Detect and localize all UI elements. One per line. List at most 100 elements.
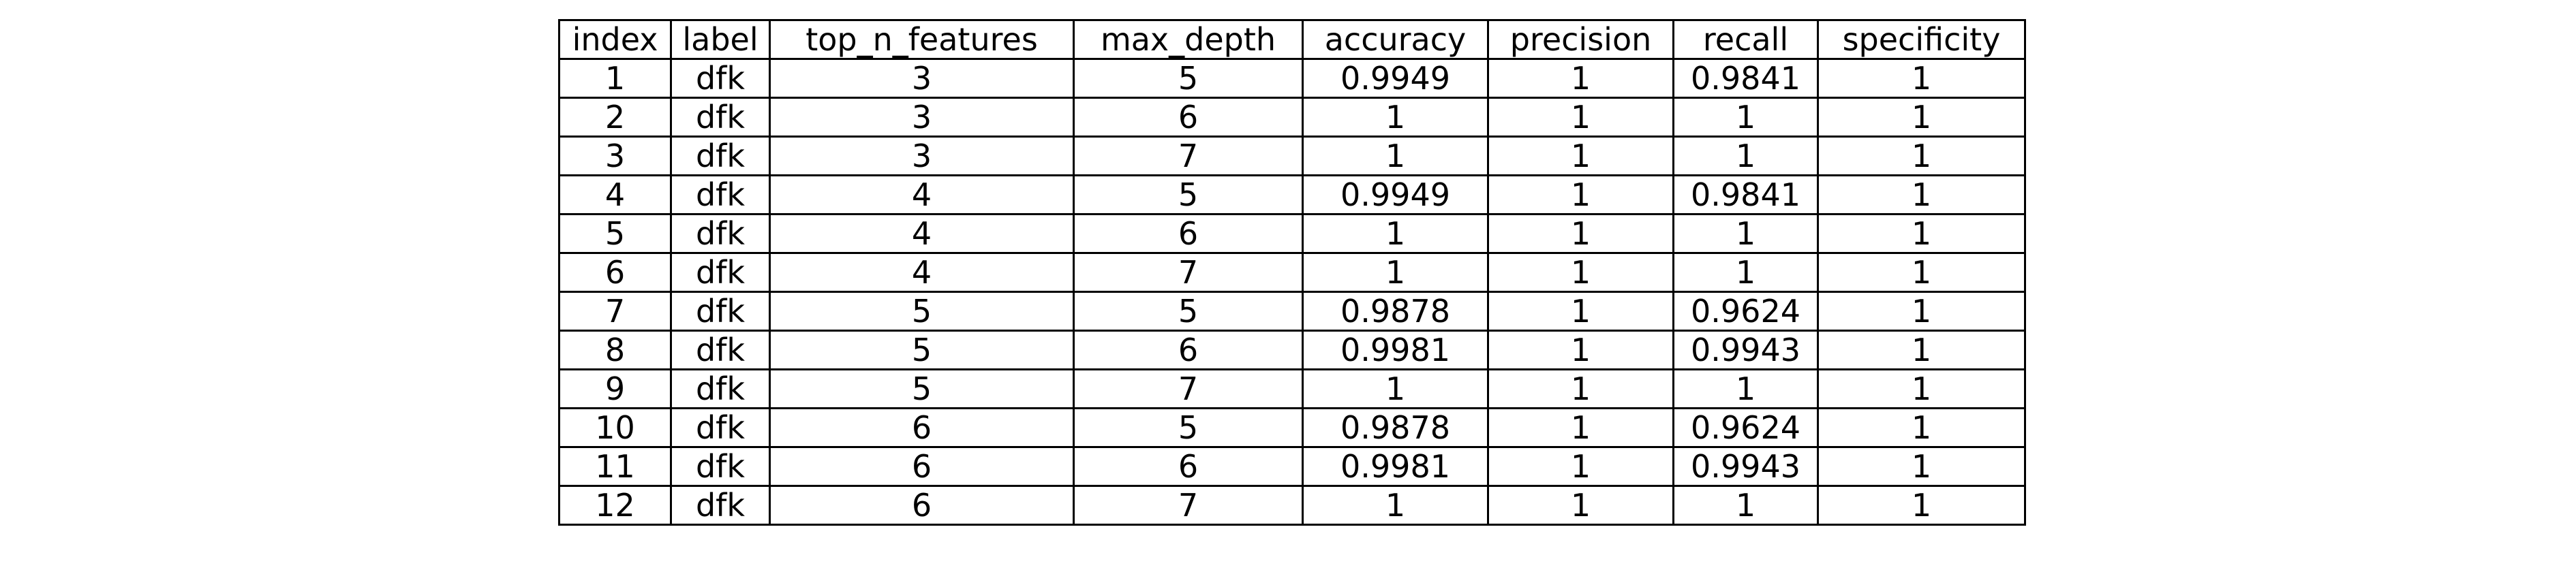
table-cell-top-n-features: 3 bbox=[769, 97, 1075, 138]
table-cell-recall: 0.9841 bbox=[1672, 58, 1819, 99]
table-cell-label: dfk bbox=[670, 213, 771, 254]
table-cell-label: dfk bbox=[670, 291, 771, 332]
table-cell-specificity: 1 bbox=[1817, 485, 2026, 526]
table-cell-label: dfk bbox=[670, 330, 771, 370]
table-cell-index: 7 bbox=[558, 291, 672, 332]
table-cell-label: dfk bbox=[670, 368, 771, 409]
table-cell-top-n-features: 3 bbox=[769, 136, 1075, 176]
table-cell-index: 3 bbox=[558, 136, 672, 176]
table-cell-top-n-features: 5 bbox=[769, 330, 1075, 370]
table-cell-label: dfk bbox=[670, 446, 771, 487]
table-cell-index: 9 bbox=[558, 368, 672, 409]
table-cell-precision: 1 bbox=[1487, 407, 1674, 448]
table-row: 10 dfk 6 5 0.9878 1 0.9624 1 bbox=[558, 407, 2026, 448]
table-row: 11 dfk 6 6 0.9981 1 0.9943 1 bbox=[558, 446, 2026, 487]
table-cell-specificity: 1 bbox=[1817, 136, 2026, 176]
table-cell-max-depth: 6 bbox=[1073, 213, 1304, 254]
table-cell-precision: 1 bbox=[1487, 97, 1674, 138]
table-cell-precision: 1 bbox=[1487, 213, 1674, 254]
table-cell-specificity: 1 bbox=[1817, 446, 2026, 487]
table-row: 1 dfk 3 5 0.9949 1 0.9841 1 bbox=[558, 58, 2026, 99]
table-cell-accuracy: 1 bbox=[1302, 485, 1489, 526]
table-cell-max-depth: 5 bbox=[1073, 291, 1304, 332]
table-cell-accuracy: 0.9981 bbox=[1302, 446, 1489, 487]
table-cell-max-depth: 6 bbox=[1073, 330, 1304, 370]
column-header-specificity: specificity bbox=[1817, 19, 2026, 60]
table-cell-top-n-features: 6 bbox=[769, 485, 1075, 526]
table-cell-max-depth: 7 bbox=[1073, 136, 1304, 176]
column-header-top-n-features: top_n_features bbox=[769, 19, 1075, 60]
table-cell-index: 8 bbox=[558, 330, 672, 370]
table-cell-precision: 1 bbox=[1487, 136, 1674, 176]
table-row: 12 dfk 6 7 1 1 1 1 bbox=[558, 485, 2026, 526]
table-row: 4 dfk 4 5 0.9949 1 0.9841 1 bbox=[558, 174, 2026, 215]
column-header-label: label bbox=[670, 19, 771, 60]
table-cell-precision: 1 bbox=[1487, 368, 1674, 409]
column-header-index: index bbox=[558, 19, 672, 60]
table-cell-precision: 1 bbox=[1487, 252, 1674, 293]
table-cell-index: 5 bbox=[558, 213, 672, 254]
table-cell-accuracy: 0.9878 bbox=[1302, 407, 1489, 448]
table-row: 5 dfk 4 6 1 1 1 1 bbox=[558, 213, 2026, 254]
table-cell-specificity: 1 bbox=[1817, 213, 2026, 254]
table-header: index label top_n_features max_depth accurac… bbox=[558, 19, 2026, 60]
table-row: 2 dfk 3 6 1 1 1 1 bbox=[558, 97, 2026, 138]
table-cell-top-n-features: 6 bbox=[769, 407, 1075, 448]
table-cell-recall: 0.9624 bbox=[1672, 407, 1819, 448]
table-cell-top-n-features: 4 bbox=[769, 213, 1075, 254]
table-cell-recall: 0.9943 bbox=[1672, 446, 1819, 487]
table-row: 6 dfk 4 7 1 1 1 1 bbox=[558, 252, 2026, 293]
table-cell-label: dfk bbox=[670, 485, 771, 526]
table-cell-max-depth: 6 bbox=[1073, 97, 1304, 138]
column-header-max-depth: max_depth bbox=[1073, 19, 1304, 60]
table-cell-index: 6 bbox=[558, 252, 672, 293]
table-cell-specificity: 1 bbox=[1817, 58, 2026, 99]
table-row: 9 dfk 5 7 1 1 1 1 bbox=[558, 368, 2026, 409]
table-cell-precision: 1 bbox=[1487, 330, 1674, 370]
table-body: 1 dfk 3 5 0.9949 1 0.9841 1 2 dfk 3 6 1 1 1 1 3 dfk 3 7 1 1 1 1… bbox=[558, 58, 2026, 526]
table-cell-recall: 1 bbox=[1672, 252, 1819, 293]
table-cell-index: 11 bbox=[558, 446, 672, 487]
table-cell-recall: 0.9943 bbox=[1672, 330, 1819, 370]
table-cell-specificity: 1 bbox=[1817, 97, 2026, 138]
table-cell-recall: 1 bbox=[1672, 97, 1819, 138]
table-cell-top-n-features: 5 bbox=[769, 291, 1075, 332]
table-cell-accuracy: 0.9981 bbox=[1302, 330, 1489, 370]
table-cell-specificity: 1 bbox=[1817, 252, 2026, 293]
table-cell-accuracy: 1 bbox=[1302, 368, 1489, 409]
column-header-precision: precision bbox=[1487, 19, 1674, 60]
column-header-recall: recall bbox=[1672, 19, 1819, 60]
table-cell-specificity: 1 bbox=[1817, 368, 2026, 409]
table-cell-recall: 1 bbox=[1672, 368, 1819, 409]
header-row: index label top_n_features max_depth accurac… bbox=[558, 19, 2026, 60]
table-cell-precision: 1 bbox=[1487, 291, 1674, 332]
table-cell-label: dfk bbox=[670, 252, 771, 293]
table-cell-accuracy: 1 bbox=[1302, 136, 1489, 176]
results-table: index label top_n_features max_depth accurac… bbox=[558, 19, 2026, 526]
table-cell-recall: 1 bbox=[1672, 213, 1819, 254]
table-cell-label: dfk bbox=[670, 407, 771, 448]
table-cell-label: dfk bbox=[670, 136, 771, 176]
table-cell-accuracy: 0.9878 bbox=[1302, 291, 1489, 332]
table-row: 8 dfk 5 6 0.9981 1 0.9943 1 bbox=[558, 330, 2026, 370]
table-cell-index: 10 bbox=[558, 407, 672, 448]
table-cell-top-n-features: 4 bbox=[769, 174, 1075, 215]
table-cell-accuracy: 1 bbox=[1302, 97, 1489, 138]
table-cell-top-n-features: 5 bbox=[769, 368, 1075, 409]
table-cell-label: dfk bbox=[670, 174, 771, 215]
table-cell-max-depth: 7 bbox=[1073, 485, 1304, 526]
table-row: 7 dfk 5 5 0.9878 1 0.9624 1 bbox=[558, 291, 2026, 332]
table-cell-precision: 1 bbox=[1487, 446, 1674, 487]
table-cell-accuracy: 1 bbox=[1302, 213, 1489, 254]
table-cell-recall: 1 bbox=[1672, 136, 1819, 176]
table-cell-max-depth: 5 bbox=[1073, 407, 1304, 448]
table-cell-recall: 0.9841 bbox=[1672, 174, 1819, 215]
table-cell-index: 4 bbox=[558, 174, 672, 215]
table-cell-max-depth: 7 bbox=[1073, 252, 1304, 293]
table-cell-top-n-features: 3 bbox=[769, 58, 1075, 99]
table-cell-label: dfk bbox=[670, 58, 771, 99]
table-cell-index: 2 bbox=[558, 97, 672, 138]
table-cell-recall: 0.9624 bbox=[1672, 291, 1819, 332]
table-cell-max-depth: 6 bbox=[1073, 446, 1304, 487]
